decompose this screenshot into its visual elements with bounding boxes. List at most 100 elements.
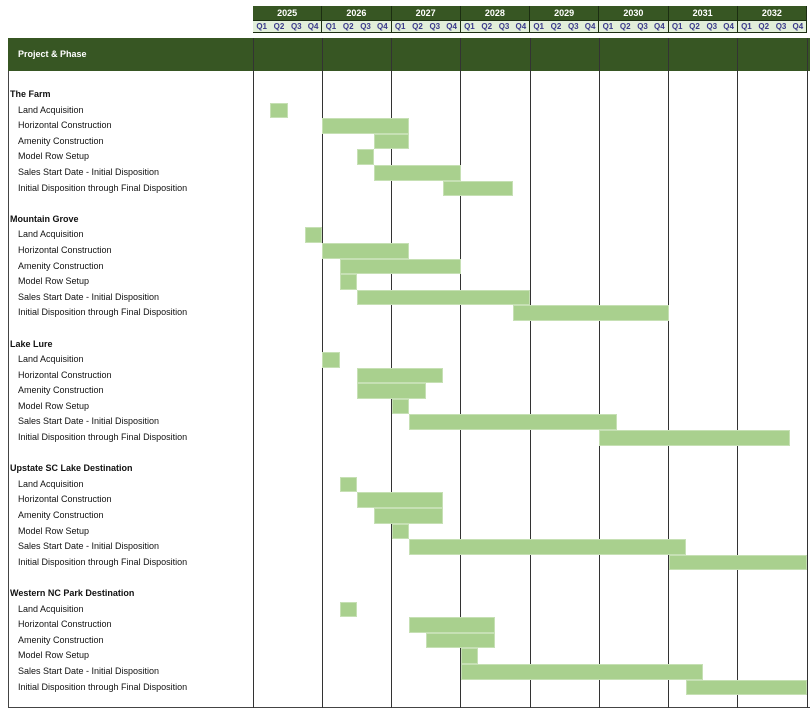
phase-row: Initial Disposition through Final Dispos… [8,305,810,321]
project-row: Upstate SC Lake Destination [8,461,810,477]
project-name: Lake Lure [10,338,53,349]
year-gridline [529,38,531,708]
quarter-label: Q1 [602,22,614,31]
phase-name: Amenity Construction [18,634,104,645]
phase-row: Horizontal Construction [8,492,810,509]
quarter-label: Q2 [689,22,700,31]
phase-name: Horizontal Construction [18,619,112,630]
phase-name: Sales Start Date - Initial Disposition [18,416,160,427]
spacer-row [8,321,810,337]
quarter-label: Q1 [464,22,475,31]
phase-row: Amenity Construction [8,383,810,399]
quarter-header-row: Q1 Q2 Q3 Q4 Q1 Q2 Q3 Q4 Q1 Q2 Q3 Q4 Q1 Q2 Q3 Q4 Q1 Q2 Q3 Q4… [253,20,807,33]
quarter-label: Q3 [429,22,441,31]
gantt-bar [408,539,686,555]
gantt-bar [356,492,444,509]
gantt-bar [460,648,479,664]
quarter-label: Q4 [443,21,461,32]
quarter-label: Q2 [758,22,770,31]
phase-row: Horizontal Construction [8,367,810,384]
phase-row: Amenity Construction [8,632,810,649]
quarter-label: Q2 [342,22,354,31]
phase-name: Model Row Setup [18,151,90,162]
project-name: Western NC Park Destination [10,588,135,598]
project-row: Western NC Park Destination [8,586,810,602]
phase-name: Amenity Construction [18,510,104,521]
phase-row: Amenity Construction [8,133,810,150]
year-label: 2025 [253,6,323,20]
phase-row: Sales Start Date - Initial Disposition [8,289,810,306]
year-gridline [460,38,462,708]
project-name: Upstate SC Lake Destination [10,463,133,474]
phase-name: Horizontal Construction [18,369,112,380]
gantt-bar [339,274,357,290]
phase-name: Land Acquisition [18,478,84,489]
quarter-label: Q2 [412,22,423,31]
phase-name: Horizontal Construction [18,494,112,505]
year-label: 2032 [737,6,807,20]
quarter-label: Q3 [360,22,371,31]
phase-row: Model Row Setup [8,398,810,415]
gantt-bar [356,149,375,165]
project-row: Mountain Grove [8,212,810,228]
gantt-bar [408,414,617,431]
phase-row: Horizontal Construction [8,118,810,134]
project-row: Lake Lure [8,337,810,353]
gantt-bar [356,289,530,306]
quarter-label: Q2 [481,22,493,31]
quarter-label: Q1 [256,22,267,31]
phase-name: Model Row Setup [18,525,90,536]
spacer-row [8,570,810,586]
year-gridline [737,38,739,708]
year-label: 2029 [530,6,600,20]
year-label: 2031 [668,6,738,20]
quarter-label: Q4 [374,21,392,32]
phase-row: Initial Disposition through Final Dispos… [8,679,810,696]
phase-row: Amenity Construction [8,508,810,524]
year-gridline [668,38,669,708]
gantt-bar [339,601,357,618]
gantt-bar [322,242,409,259]
phase-name: Land Acquisition [18,603,84,614]
quarter-label: Q3 [706,22,718,31]
phase-row: Model Row Setup [8,274,810,290]
phase-name: Sales Start Date - Initial Disposition [18,665,160,676]
year-gridline [321,38,323,708]
phase-name: Initial Disposition through Final Dispos… [18,681,188,692]
project-row: The Farm [8,87,810,103]
gantt-bar [339,476,357,493]
phase-name: Model Row Setup [18,650,90,661]
year-label: 2027 [391,6,461,20]
gantt-bar [391,398,409,415]
phase-row: Initial Disposition through Final Dispos… [8,430,810,446]
quarter-label: Q4 [651,21,669,32]
gantt-bar [460,663,704,680]
phase-row: Sales Start Date - Initial Disposition [8,414,810,431]
phase-row: Sales Start Date - Initial Disposition [8,539,810,555]
gantt-bar [685,679,807,696]
gantt-bar [512,305,669,321]
phase-name: Initial Disposition through Final Dispos… [18,556,188,567]
year-header-row: 2025 2026 2027 2028 2029 2030 2031 2032 [253,6,807,20]
gantt-bar [391,523,409,540]
phase-name: Amenity Construction [18,135,104,146]
phase-row: Initial Disposition through Final Dispos… [8,554,810,571]
quarter-label: Q3 [637,22,648,31]
phase-name: Horizontal Construction [18,244,112,255]
year-gridline [598,38,600,708]
quarter-label: Q3 [775,22,787,31]
year-label: 2026 [322,6,392,20]
gantt-rows: The Farm Land Acquisition Horizontal Const… [8,87,810,696]
quarter-label: Q1 [671,22,683,31]
gantt-bar [304,227,323,243]
quarter-label: Q4 [513,21,530,32]
project-phase-header: Project & Phase [18,49,87,59]
quarter-label: Q3 [498,22,510,31]
year-label: 2030 [599,6,669,20]
quarter-label: Q4 [582,21,600,32]
spacer-row [8,446,810,462]
phase-row: Model Row Setup [8,149,810,165]
phase-name: Land Acquisition [18,229,84,240]
gantt-bar [322,352,340,368]
quarter-label: Q4 [305,21,323,32]
